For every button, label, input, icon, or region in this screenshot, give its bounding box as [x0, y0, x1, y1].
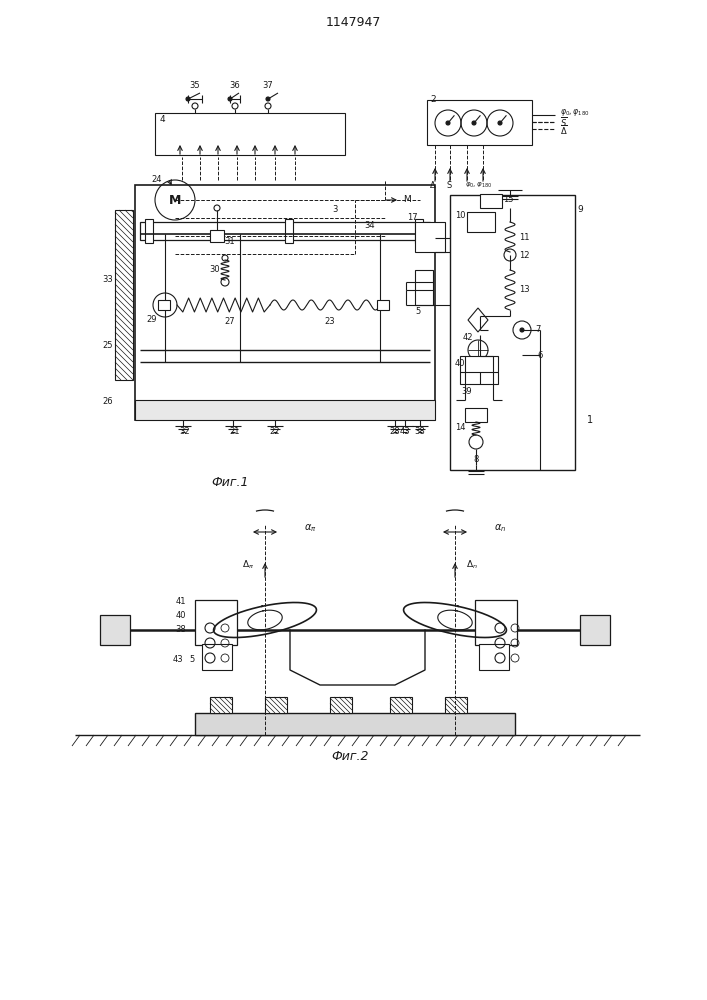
Text: 40: 40: [175, 611, 186, 620]
Bar: [210, 230, 224, 242]
Bar: [475, 600, 517, 645]
Text: 2: 2: [430, 96, 436, 104]
Text: 36: 36: [230, 81, 240, 90]
Circle shape: [520, 328, 524, 332]
Bar: [479, 644, 509, 670]
Text: 1: 1: [587, 415, 593, 425]
Text: S: S: [446, 180, 452, 190]
Text: $\overline{S}$: $\overline{S}$: [560, 115, 567, 129]
Text: 38: 38: [414, 428, 426, 436]
Text: 28: 28: [390, 428, 400, 436]
Text: 14: 14: [455, 424, 465, 432]
Text: $\varphi_0,\varphi_{180}$: $\varphi_0,\varphi_{180}$: [465, 180, 492, 190]
Text: 40: 40: [455, 359, 465, 367]
Text: 22: 22: [270, 428, 280, 436]
Text: Δ: Δ: [430, 180, 436, 190]
Bar: [415, 270, 433, 305]
Text: 13: 13: [519, 286, 530, 294]
Text: 24: 24: [152, 176, 162, 184]
Text: 42: 42: [463, 334, 473, 342]
Text: 4: 4: [160, 115, 165, 124]
Text: M: M: [169, 194, 181, 207]
Text: 43: 43: [399, 428, 410, 436]
Text: 10: 10: [455, 211, 465, 220]
Text: 33: 33: [103, 275, 113, 284]
Text: 9: 9: [577, 206, 583, 215]
Bar: [450, 195, 575, 470]
Bar: [202, 644, 232, 670]
Bar: [115, 210, 133, 380]
Text: 21: 21: [230, 428, 240, 436]
Bar: [415, 219, 423, 243]
Bar: [140, 222, 430, 240]
Bar: [580, 615, 610, 645]
Bar: [100, 615, 130, 645]
Text: 25: 25: [103, 340, 113, 350]
Bar: [427, 100, 532, 145]
Text: 43: 43: [173, 656, 183, 664]
Text: 32: 32: [180, 428, 190, 436]
Bar: [145, 219, 153, 243]
Circle shape: [186, 97, 190, 101]
Bar: [330, 697, 352, 713]
Text: 35: 35: [189, 81, 200, 90]
Text: 29: 29: [147, 316, 157, 324]
Text: 8: 8: [473, 456, 479, 464]
Bar: [158, 300, 170, 310]
Bar: [390, 697, 412, 713]
Text: 39: 39: [462, 387, 472, 396]
Text: 6: 6: [537, 351, 543, 360]
Circle shape: [446, 121, 450, 125]
Text: $\varphi_0,\varphi_{180}$: $\varphi_0,\varphi_{180}$: [560, 106, 590, 117]
Text: Фиг.2: Фиг.2: [332, 750, 369, 762]
Bar: [210, 697, 232, 713]
Text: 5: 5: [189, 656, 194, 664]
Text: 30: 30: [210, 265, 221, 274]
Text: 5: 5: [416, 308, 421, 316]
Bar: [135, 185, 435, 420]
Text: 31: 31: [225, 237, 235, 246]
Text: M: M: [403, 196, 411, 205]
Bar: [467, 212, 495, 232]
Text: 27: 27: [225, 318, 235, 326]
Text: 26: 26: [103, 397, 113, 406]
Text: $\alpha_n$: $\alpha_n$: [494, 522, 506, 534]
Text: 37: 37: [262, 81, 274, 90]
Bar: [135, 400, 435, 420]
Text: $\Delta_n$: $\Delta_n$: [466, 559, 478, 571]
Bar: [155, 113, 345, 155]
Bar: [377, 300, 389, 310]
Bar: [285, 219, 293, 243]
Text: 38: 38: [175, 626, 186, 635]
Text: $\Delta_\pi$: $\Delta_\pi$: [242, 559, 254, 571]
Text: Фиг.1: Фиг.1: [211, 477, 249, 489]
Text: 23: 23: [325, 318, 335, 326]
Bar: [195, 600, 237, 645]
Circle shape: [472, 121, 476, 125]
Text: 17: 17: [407, 214, 417, 223]
Text: 11: 11: [519, 232, 530, 241]
Circle shape: [266, 97, 270, 101]
Text: $\overline{\Delta}$: $\overline{\Delta}$: [560, 123, 568, 137]
Bar: [465, 408, 487, 422]
Text: 7: 7: [535, 326, 541, 334]
Text: 3: 3: [332, 206, 338, 215]
Bar: [480, 194, 502, 208]
Text: 34: 34: [365, 221, 375, 230]
Text: 12: 12: [519, 250, 530, 259]
Bar: [195, 713, 515, 735]
Circle shape: [228, 97, 232, 101]
Text: 1147947: 1147947: [325, 16, 380, 29]
Circle shape: [498, 121, 502, 125]
Text: 41: 41: [175, 597, 186, 606]
Text: $\alpha_\pi$: $\alpha_\pi$: [304, 522, 316, 534]
Bar: [265, 697, 287, 713]
Text: 15: 15: [503, 196, 513, 205]
Bar: [415, 222, 445, 252]
Bar: [460, 356, 498, 384]
Bar: [445, 697, 467, 713]
